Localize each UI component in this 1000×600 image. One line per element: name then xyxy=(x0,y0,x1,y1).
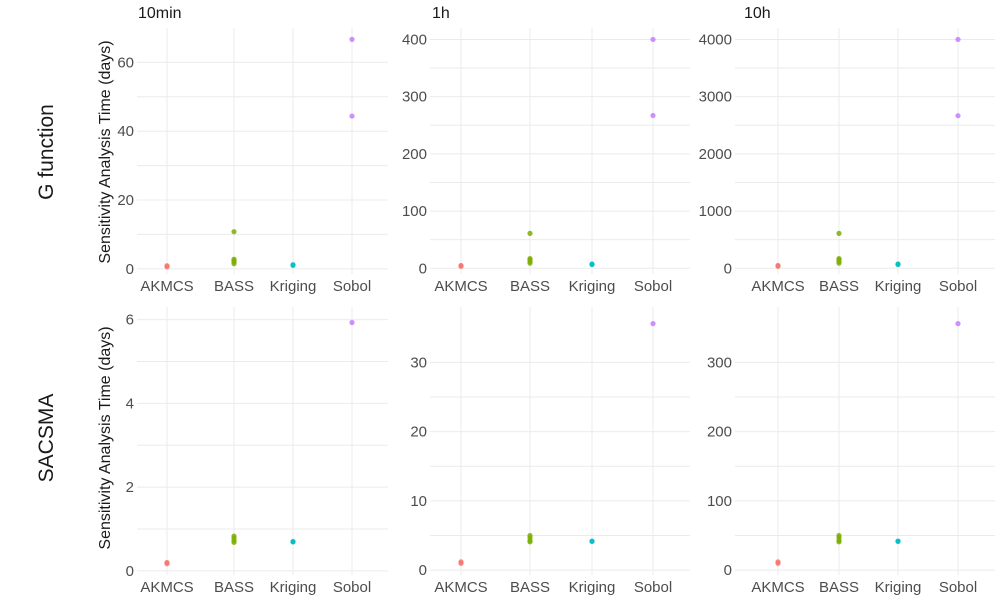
point-akmcs xyxy=(775,559,781,565)
point-akmcs xyxy=(775,262,781,269)
point-sobol xyxy=(349,113,355,119)
point-bass xyxy=(527,532,533,539)
y-tick-label: 0 xyxy=(419,562,427,579)
x-tick-label-sobol: Sobol xyxy=(634,278,672,295)
point-sobol xyxy=(955,321,961,327)
point-sobol xyxy=(349,319,355,326)
x-tick-label-kriging: Kriging xyxy=(875,579,922,596)
y-tick-label: 4 xyxy=(126,395,134,412)
point-sobol xyxy=(650,36,656,43)
y-tick-label: 2 xyxy=(126,479,134,496)
y-tick-label: 4000 xyxy=(699,31,732,48)
point-sobol xyxy=(650,112,656,119)
x-tick-label-akmcs: AKMCS xyxy=(434,278,487,295)
x-tick-label-kriging: Kriging xyxy=(270,278,317,295)
y-tick-label: 200 xyxy=(707,424,732,441)
x-tick-label-kriging: Kriging xyxy=(569,579,616,596)
y-tick-label: 0 xyxy=(126,261,134,278)
x-tick-label-bass: BASS xyxy=(819,278,859,295)
y-tick-label: 1000 xyxy=(699,203,732,220)
x-tick-label-bass: BASS xyxy=(214,278,254,295)
y-tick-label: 30 xyxy=(410,354,427,371)
panel-sacsma-10h: 0 100 200 300 AKMCS BASS Kriging Sobol xyxy=(707,307,995,596)
point-sobol xyxy=(955,36,961,43)
x-tick-label-sobol: Sobol xyxy=(333,278,371,295)
x-tick-label-bass: BASS xyxy=(510,278,550,295)
x-tick-label-bass: BASS xyxy=(510,579,550,596)
x-tick-label-sobol: Sobol xyxy=(333,579,371,596)
x-tick-label-akmcs: AKMCS xyxy=(751,579,804,596)
point-kriging xyxy=(895,538,901,544)
point-sobol xyxy=(349,36,355,42)
point-akmcs xyxy=(458,262,464,269)
x-tick-label-akmcs: AKMCS xyxy=(140,579,193,596)
column-title-10h: 10h xyxy=(744,5,771,22)
y-tick-label: 20 xyxy=(410,424,427,441)
panel-g-function-1h: 0 100 200 300 400 AKMCS BASS Kriging Sobol xyxy=(402,28,690,295)
point-sobol xyxy=(955,113,961,119)
point-kriging xyxy=(290,262,296,268)
x-tick-label-bass: BASS xyxy=(214,579,254,596)
x-tick-label-kriging: Kriging xyxy=(875,278,922,295)
panel-g-function-10min: 0 20 40 60 AKMCS BASS Kriging Sobol xyxy=(117,28,388,295)
point-bass xyxy=(527,230,533,236)
row-label-g-function: G function xyxy=(35,104,58,200)
point-bass xyxy=(527,255,533,262)
y-tick-label: 100 xyxy=(402,203,427,220)
x-tick-label-akmcs: AKMCS xyxy=(751,278,804,295)
point-bass xyxy=(836,255,842,262)
y-tick-label: 200 xyxy=(402,146,427,163)
column-title-10min: 10min xyxy=(138,5,182,22)
y-tick-label: 300 xyxy=(707,354,732,371)
x-tick-label-sobol: Sobol xyxy=(939,579,977,596)
y-tick-label: 3000 xyxy=(699,89,732,106)
x-tick-label-sobol: Sobol xyxy=(939,278,977,295)
y-tick-label: 2000 xyxy=(699,146,732,163)
point-kriging xyxy=(589,538,595,544)
point-kriging xyxy=(895,261,901,267)
y-tick-label: 60 xyxy=(117,54,134,71)
x-tick-label-akmcs: AKMCS xyxy=(434,579,487,596)
y-tick-label: 300 xyxy=(402,89,427,106)
x-tick-label-akmcs: AKMCS xyxy=(140,278,193,295)
point-akmcs xyxy=(164,263,170,269)
x-tick-label-bass: BASS xyxy=(819,579,859,596)
panel-sacsma-1h: 0 10 20 30 AKMCS BASS Kriging Sobol xyxy=(410,307,690,596)
y-tick-label: 100 xyxy=(707,493,732,510)
point-bass xyxy=(231,229,237,235)
panel-sacsma-10min: 0 2 4 6 AKMCS BASS Kriging Sobol xyxy=(126,307,388,596)
y-axis-label-bottom: Sensitivity Analysis Time (days) xyxy=(97,326,114,549)
x-tick-label-kriging: Kriging xyxy=(270,579,317,596)
point-kriging xyxy=(290,538,296,545)
x-tick-label-sobol: Sobol xyxy=(634,579,672,596)
point-akmcs xyxy=(164,559,170,566)
point-bass xyxy=(836,230,842,236)
point-akmcs xyxy=(458,559,464,565)
row-label-sacsma: SACSMA xyxy=(35,394,58,483)
panel-g-function-10h: 0 1000 2000 3000 4000 AKMCS BASS Kriging Sobol xyxy=(699,28,995,295)
y-tick-label: 0 xyxy=(419,260,427,277)
column-title-1h: 1h xyxy=(432,5,450,22)
y-axis-label-top: Sensitivity Analysis Time (days) xyxy=(97,40,114,263)
point-bass xyxy=(231,533,237,539)
y-tick-label: 6 xyxy=(126,312,134,329)
y-tick-label: 0 xyxy=(126,563,134,580)
point-kriging xyxy=(589,261,595,267)
point-bass xyxy=(231,256,237,262)
y-tick-label: 40 xyxy=(117,123,134,140)
point-sobol xyxy=(650,321,656,327)
point-bass xyxy=(836,532,842,539)
x-tick-label-kriging: Kriging xyxy=(569,278,616,295)
y-tick-label: 20 xyxy=(117,192,134,209)
y-tick-label: 10 xyxy=(410,493,427,510)
y-tick-label: 0 xyxy=(724,562,732,579)
y-tick-label: 0 xyxy=(724,260,732,277)
y-tick-label: 400 xyxy=(402,31,427,48)
